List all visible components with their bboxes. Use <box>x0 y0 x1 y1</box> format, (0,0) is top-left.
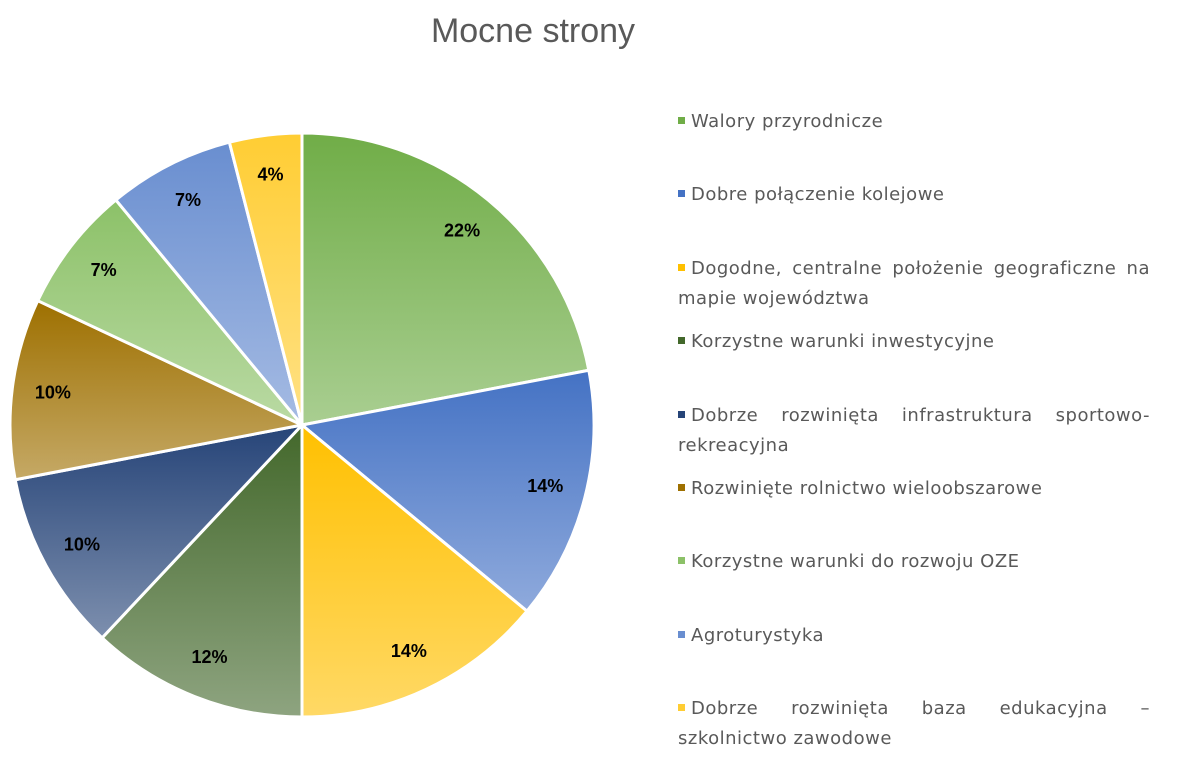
legend-item: Agroturystyka <box>678 621 1150 651</box>
legend-swatch <box>678 410 685 418</box>
pie-slice <box>13 422 307 640</box>
legend-label: Korzystne warunki do rozwoju OZE <box>691 551 1020 573</box>
legend-swatch <box>678 337 685 345</box>
pie-slice <box>35 197 304 427</box>
chart-title: Mocne strony <box>431 12 635 50</box>
pie-slice <box>99 421 304 719</box>
legend-label: Walory przyrodnicze <box>691 111 884 132</box>
pie-slice <box>227 131 304 426</box>
data-label: 10% <box>35 382 71 402</box>
legend-swatch <box>678 190 685 198</box>
legend-item: Walory przyrodnicze <box>678 107 1150 137</box>
legend-label: Dobre połączenie kolejowe <box>691 184 945 206</box>
pie-slice <box>8 298 307 482</box>
data-label: 12% <box>192 647 228 667</box>
pie-slice <box>300 421 530 719</box>
legend-label: Korzystne warunki inwestycyjne <box>691 331 995 353</box>
legend-label: Dogodne, centralne położenie geograficzn… <box>678 257 1150 309</box>
legend-swatch <box>678 117 685 124</box>
data-label: 14% <box>391 641 427 661</box>
legend-item: Dobrze rozwinięta baza edukacyjna – szko… <box>678 694 1150 754</box>
pie-slice <box>298 368 596 614</box>
legend-swatch <box>678 557 685 565</box>
legend-swatch <box>678 704 685 712</box>
legend-swatch <box>678 263 685 271</box>
pie-slice <box>113 140 304 426</box>
data-label: 4% <box>258 165 284 185</box>
legend-item: Korzystne warunki do rozwoju OZE <box>678 547 1150 577</box>
legend-item: Dobrze rozwinięta infrastruktura sportow… <box>678 401 1150 461</box>
legend-swatch <box>678 630 685 638</box>
legend-item: Dogodne, centralne położenie geograficzn… <box>678 254 1150 314</box>
legend-label: Dobrze rozwinięta baza edukacyjna – szko… <box>678 698 1150 750</box>
legend-item: Rozwinięte rolnictwo wieloobszarowe <box>678 474 1150 504</box>
data-label: 22% <box>444 220 480 240</box>
legend-label: Agroturystyka <box>691 624 825 646</box>
legend-item: Korzystne warunki inwestycyjne <box>678 327 1150 357</box>
pie-slice <box>300 131 591 427</box>
legend-swatch <box>678 484 685 491</box>
data-label: 14% <box>527 476 563 496</box>
data-label: 7% <box>175 190 201 210</box>
data-label: 7% <box>91 260 117 280</box>
data-label: 10% <box>64 535 100 555</box>
legend-label: Rozwinięte rolnictwo wieloobszarowe <box>691 478 1043 499</box>
legend-label: Dobrze rozwinięta infrastruktura sportow… <box>678 404 1150 456</box>
legend-item: Dobre połączenie kolejowe <box>678 180 1150 210</box>
